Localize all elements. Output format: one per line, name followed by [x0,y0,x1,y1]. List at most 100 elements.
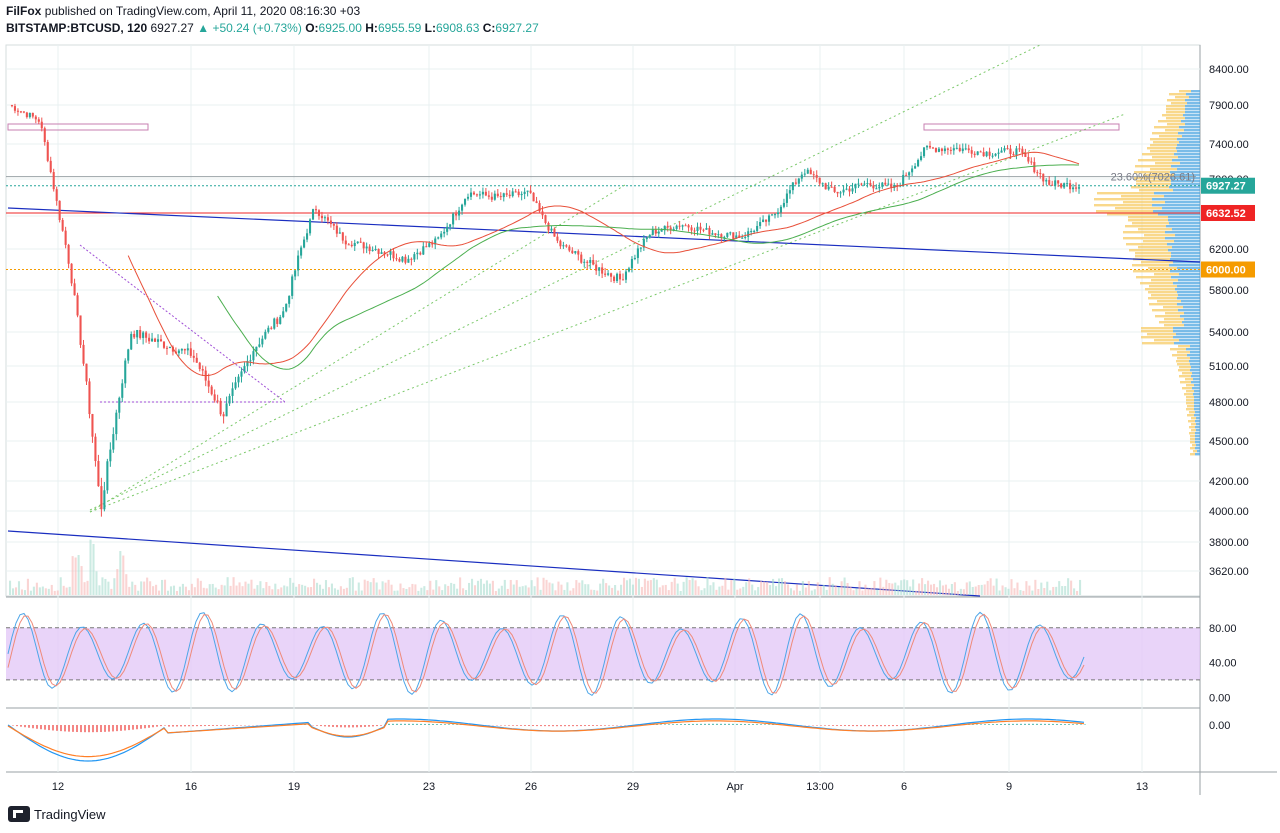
volume-bar [375,582,378,595]
volume-bar [500,585,503,595]
candle-body [878,186,881,189]
volume-bar [915,590,918,595]
vp-bar-value [1186,348,1200,351]
volume-bar [599,583,602,595]
vp-bar-value-area [1189,432,1195,435]
macd-histogram-bar [520,725,522,726]
candle-body [624,271,628,280]
candle-body [1074,187,1078,189]
tradingview-footer[interactable]: TradingView [8,806,106,822]
macd-histogram-bar [448,724,450,725]
volume-bar [685,577,688,595]
symbol-name[interactable]: BITSTAMP:BTCUSD, 120 [6,21,148,35]
macd-histogram-bar [1052,723,1054,725]
candle-body [61,219,64,231]
candle-body [306,233,309,240]
candle-body [723,236,726,238]
volume-bar [140,581,143,595]
volume-bar [131,581,134,595]
volume-bar [816,582,819,595]
volume-bar [518,586,521,595]
vp-bar-value-area [1147,333,1176,336]
macd-histogram-bar [724,723,726,725]
candle-body [106,461,109,491]
volume-bar [1022,590,1025,595]
vp-bar-value [1177,138,1200,141]
volume-bar [1079,579,1082,595]
vp-bar-value-area [1153,141,1179,144]
vp-bar-value [1181,120,1200,123]
macd-histogram-bar [212,725,214,726]
candle-body [332,224,335,226]
candle-body [189,348,192,356]
candle-body [64,230,67,245]
vp-bar-value-area [1143,240,1174,243]
vp-bar-value [1195,411,1200,414]
volume-bar [244,581,247,595]
vp-bar-value-area [1123,201,1165,204]
candle-body [902,174,905,186]
macd-histogram-bar [164,725,166,726]
macd-histogram-bar [588,725,590,726]
chart-canvas[interactable]: 12 16 19 23 26 29 Apr 13:00 6 9 13 8400.00 7900.00 74… [0,0,1280,800]
volume-bar [241,586,244,595]
volume-bar [74,557,77,595]
candle-body [651,229,654,235]
volume-bar [292,582,295,595]
candle-body [79,315,82,345]
vp-bar-value [1179,273,1200,276]
volume-bar [879,577,882,595]
volume-bar [235,585,238,595]
volume-bar [89,539,92,595]
vp-bar-value-area [1182,387,1192,390]
vp-bar-value [1178,132,1200,135]
vp-bar-value [1169,222,1200,225]
candle-body [383,252,386,255]
candle-body [669,227,672,231]
volume-bar [315,582,319,595]
x-tick-label: 13:00 [806,781,834,793]
price-change: +50.24 (+0.73%) [212,21,302,35]
candle-body [198,362,201,370]
volume-bar [828,577,831,595]
volume-bar [882,586,885,595]
macd-histogram-bar [864,725,866,727]
vp-bar-value [1190,351,1200,354]
volume-bar [864,584,867,595]
macd-histogram-bar [404,723,406,725]
vp-bar-value-area [1129,249,1168,252]
volume-bar [143,581,146,595]
macd-histogram-bar [600,725,602,726]
macd-histogram-bar [524,725,526,726]
vp-bar-value [1189,96,1200,99]
macd-histogram-bar [972,724,974,725]
volume-bar [655,579,658,595]
vp-bar-value-area [1179,375,1191,378]
volume-bar [596,590,599,595]
candle-body [455,213,458,216]
candle-body [806,169,809,174]
author-name[interactable]: FilFox [6,4,42,18]
vp-bar-value [1185,111,1200,114]
candle-body [1039,173,1042,175]
candle-body [350,244,353,247]
volume-bar [974,586,977,595]
volume-bar [983,584,986,595]
candle-body [270,327,273,329]
macd-histogram-bar [668,724,670,725]
candle-body [592,260,595,265]
volume-bar [1016,582,1019,595]
brand-name: TradingView [34,806,106,822]
volume-bar [473,585,477,595]
volume-bar [617,590,620,595]
open-label: O: [305,21,319,35]
macd-histogram-bar [608,725,610,726]
vp-bar-value [1194,399,1200,402]
volume-bar [318,584,322,595]
volume-bar [640,586,643,595]
vp-bar-value-area [1115,207,1162,210]
volume-bar [372,578,375,595]
candle-body [788,190,791,194]
fib-level-label: 23.60%(7026.61) [1111,172,1195,184]
volume-bar [438,586,441,595]
